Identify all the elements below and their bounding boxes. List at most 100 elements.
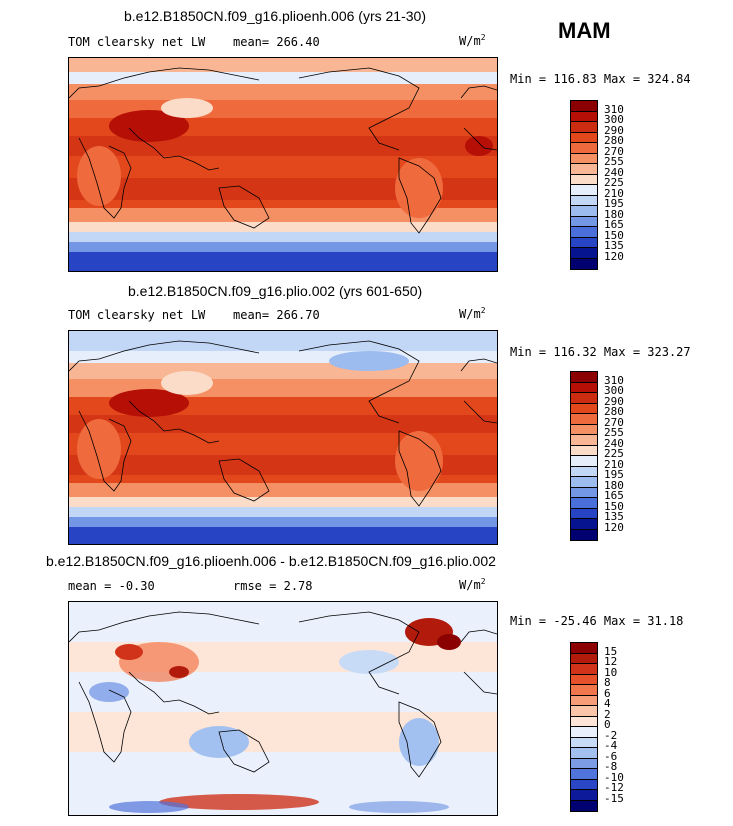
panel1-colorbar <box>570 100 598 270</box>
panel3-rmse-text: rmse = <box>233 579 277 593</box>
panel2-colorbar-swatch <box>571 382 597 393</box>
panel3-colorbar-tick: 6 <box>604 687 611 700</box>
panel1-colorbar-tick: 225 <box>604 176 624 189</box>
panel3-rmse-label: rmse = 2.78 <box>233 579 313 593</box>
panel1-mean-label: mean= 266.40 <box>233 35 320 49</box>
panel2-colorbar-swatch <box>571 498 597 509</box>
panel2-colorbar-swatch <box>571 372 597 383</box>
panel1-unit-base: W/m <box>459 34 481 48</box>
panel2-colorbar-tick: 150 <box>604 500 624 513</box>
panel1-colorbar-tick: 290 <box>604 124 624 137</box>
panel2-map <box>68 330 498 545</box>
panel1-unit: W/m2 <box>459 33 486 48</box>
panel3-colorbar-swatch <box>571 748 597 759</box>
panel2-colorbar-tick: 270 <box>604 416 624 429</box>
panel2-title: b.e12.B1850CN.f09_g16.plio.002 (yrs 601-… <box>128 283 423 299</box>
panel2-colorbar-swatch <box>571 508 597 519</box>
panel2-field-label: TOM clearsky net LW <box>68 308 206 322</box>
panel1-colorbar-swatch <box>571 258 597 269</box>
panel3-colorbar-swatch <box>571 674 597 685</box>
panel1-mean-value: 266.40 <box>276 35 320 49</box>
panel1-colorbar-swatch <box>571 216 597 227</box>
panel1-colorbar-swatch <box>571 153 597 164</box>
panel3-colorbar-tick: -8 <box>604 760 618 773</box>
panel1-colorbar-swatch <box>571 174 597 185</box>
panel1-colorbar-tick: 150 <box>604 229 624 242</box>
panel1-field-label: TOM clearsky net LW <box>68 35 206 49</box>
panel3-colorbar-tick: -15 <box>604 792 624 805</box>
panel3-colorbar-tick: 15 <box>604 645 618 658</box>
panel3-colorbar-swatch <box>571 685 597 696</box>
panel1-mean-text: mean= <box>233 35 270 49</box>
panel1-colorbar-swatch <box>571 101 597 112</box>
panel2-mean-value: 266.70 <box>276 308 320 322</box>
panel2-colorbar-tick: 210 <box>604 458 624 471</box>
panel2-colorbar-swatch <box>571 477 597 488</box>
panel3-colorbar <box>570 642 598 812</box>
panel2-colorbar-tick: 290 <box>604 395 624 408</box>
panel3-colorbar-tick: -12 <box>604 781 624 794</box>
panel2-colorbar-tick: 240 <box>604 437 624 450</box>
panel3-colorbar-swatch <box>571 643 597 654</box>
panel2-colorbar-swatch <box>571 466 597 477</box>
panel2-mean-label: mean= 266.70 <box>233 308 320 322</box>
panel3-colorbar-swatch <box>571 664 597 675</box>
panel2-colorbar-tick: 280 <box>604 405 624 418</box>
panel2-unit: W/m2 <box>459 306 486 321</box>
panel2-colorbar-tick: 195 <box>604 468 624 481</box>
panel3-colorbar-swatch <box>571 769 597 780</box>
panel3-unit-base: W/m <box>459 578 481 592</box>
panel1-colorbar-tick: 270 <box>604 145 624 158</box>
panel1-colorbar-swatch <box>571 143 597 154</box>
panel1-colorbar-tick: 300 <box>604 113 624 126</box>
panel1-map <box>68 57 498 272</box>
panel3-colorbar-swatch <box>571 800 597 811</box>
panel2-minmax: Min = 116.32 Max = 323.27 <box>510 345 691 359</box>
panel2-colorbar-swatch <box>571 403 597 414</box>
panel2-colorbar-tick: 165 <box>604 489 624 502</box>
panel2-colorbar-tick: 120 <box>604 521 624 534</box>
panel1-colorbar-swatch <box>571 227 597 238</box>
panel2-colorbar-swatch <box>571 529 597 540</box>
panel3-colorbar-swatch <box>571 737 597 748</box>
panel3-mean-value: -0.30 <box>118 579 155 593</box>
panel1-colorbar-swatch <box>571 248 597 259</box>
panel1-colorbar-tick: 310 <box>604 103 624 116</box>
panel3-rmse-value: 2.78 <box>283 579 313 593</box>
panel1-colorbar-swatch <box>571 206 597 217</box>
panel2-mean-text: mean= <box>233 308 270 322</box>
panel2-unit-exp: 2 <box>480 306 486 315</box>
panel3-colorbar-swatch <box>571 695 597 706</box>
panel3-unit: W/m2 <box>459 577 486 592</box>
panel1-colorbar-swatch <box>571 122 597 133</box>
season-label: MAM <box>558 18 611 43</box>
panel3-colorbar-tick: -4 <box>604 739 618 752</box>
panel2-colorbar-swatch <box>571 487 597 498</box>
panel1-colorbar-tick: 280 <box>604 134 624 147</box>
panel2-colorbar <box>570 371 598 541</box>
panel3-map <box>68 601 498 816</box>
panel1-colorbar-swatch <box>571 111 597 122</box>
panel1-title: b.e12.B1850CN.f09_g16.plioenh.006 (yrs 2… <box>124 8 426 24</box>
panel1-colorbar-tick: 195 <box>604 197 624 210</box>
panel1-colorbar-swatch <box>571 237 597 248</box>
panel3-colorbar-swatch <box>571 706 597 717</box>
panel3-colorbar-swatch <box>571 779 597 790</box>
panel3-minmax: Min = -25.46 Max = 31.18 <box>510 614 684 628</box>
panel1-colorbar-swatch <box>571 195 597 206</box>
panel3-colorbar-tick: 0 <box>604 718 611 731</box>
panel2-colorbar-tick: 300 <box>604 384 624 397</box>
panel1-colorbar-tick: 210 <box>604 187 624 200</box>
panel1-colorbar-tick: 255 <box>604 155 624 168</box>
panel1-minmax: Min = 116.83 Max = 324.84 <box>510 72 691 86</box>
panel3-colorbar-swatch <box>571 790 597 801</box>
panel2-colorbar-swatch <box>571 393 597 404</box>
panel3-colorbar-swatch <box>571 653 597 664</box>
panel1-colorbar-tick: 165 <box>604 218 624 231</box>
panel3-title: b.e12.B1850CN.f09_g16.plioenh.006 - b.e1… <box>46 553 496 569</box>
panel3-colorbar-swatch <box>571 758 597 769</box>
panel3-colorbar-swatch <box>571 716 597 727</box>
panel3-colorbar-tick: 4 <box>604 697 611 710</box>
panel3-colorbar-tick: 10 <box>604 666 618 679</box>
panel2-unit-base: W/m <box>459 307 481 321</box>
